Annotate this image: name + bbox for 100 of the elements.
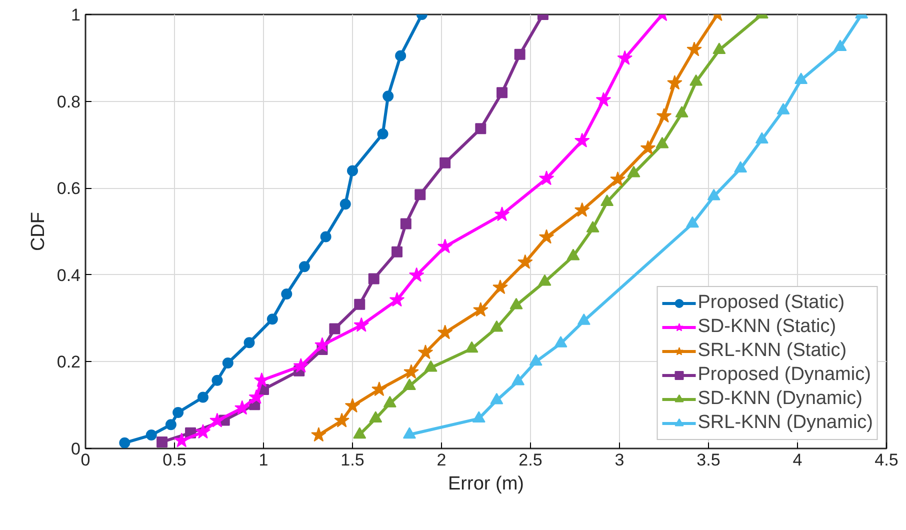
point [473, 302, 488, 317]
x-tick-label: 0.5 [162, 450, 186, 470]
point [340, 198, 351, 210]
point [794, 72, 808, 84]
point [400, 218, 412, 230]
point [574, 132, 590, 148]
point [222, 358, 234, 368]
point [712, 42, 726, 54]
point [686, 216, 699, 228]
point [675, 106, 688, 118]
point [281, 288, 292, 300]
point [496, 87, 508, 98]
point [596, 92, 612, 107]
point [437, 324, 453, 340]
point [734, 161, 748, 173]
x-tick-label: 3.5 [696, 450, 720, 470]
legend-label: Proposed (Static) [698, 291, 845, 315]
point [492, 279, 508, 294]
point [600, 194, 614, 206]
point [354, 298, 366, 310]
point [383, 396, 396, 408]
point [518, 254, 533, 269]
legend-label: SD-KNN (Static) [698, 315, 836, 339]
x-tick-label: 2.5 [518, 450, 542, 470]
point [529, 354, 542, 366]
point [402, 427, 416, 439]
point [372, 381, 387, 396]
point [329, 323, 340, 334]
point [755, 132, 768, 144]
legend-label: SRL-KNN (Dynamic) [698, 411, 873, 435]
point [538, 229, 554, 244]
point [514, 48, 526, 60]
point [248, 389, 264, 404]
point [586, 221, 600, 232]
x-axis-title: Error (m) [448, 474, 524, 494]
x-tick-label: 4.5 [874, 450, 898, 470]
point [212, 374, 223, 386]
x-tick-label: 3 [614, 450, 624, 470]
point [334, 412, 350, 428]
point [174, 432, 190, 448]
point [627, 166, 640, 178]
point [610, 171, 626, 186]
point [465, 341, 478, 353]
point [254, 372, 270, 387]
point [490, 392, 504, 404]
point [656, 108, 672, 123]
point [354, 317, 370, 332]
point [667, 75, 682, 90]
point [402, 378, 416, 390]
point [197, 392, 208, 403]
point [776, 102, 790, 114]
point [574, 202, 590, 217]
point [353, 427, 366, 439]
legend-label: SD-KNN (Dynamic) [698, 387, 862, 411]
y-axis-title: CDF [28, 212, 49, 252]
y-tick-label: 1 [71, 6, 81, 24]
point [566, 248, 580, 260]
point [344, 398, 360, 413]
point [408, 267, 424, 282]
point [165, 419, 176, 430]
point [195, 424, 211, 439]
x-tick-label: 4 [792, 450, 802, 470]
point [347, 165, 358, 176]
y-tick-label: 0.4 [56, 266, 81, 285]
point [834, 40, 847, 52]
point [440, 157, 451, 168]
point [510, 298, 523, 310]
point [617, 50, 632, 65]
x-tick-label: 2 [436, 450, 446, 470]
point [314, 337, 330, 352]
x-tick-label: 1.5 [340, 450, 364, 470]
point [395, 50, 406, 62]
point [418, 344, 434, 360]
y-tick-label: 0.8 [56, 92, 81, 112]
point [424, 360, 438, 372]
point [475, 123, 486, 134]
point [119, 437, 130, 448]
point [686, 42, 702, 56]
point [244, 337, 255, 348]
point [538, 274, 552, 286]
y-tick-label: 0.2 [56, 352, 81, 372]
point [690, 74, 703, 86]
point [577, 313, 590, 325]
point [320, 231, 332, 242]
point [172, 406, 184, 418]
point [156, 436, 168, 448]
point [512, 374, 525, 386]
point [707, 188, 720, 200]
point [437, 238, 453, 254]
point [234, 400, 250, 415]
x-tick-label: 1 [258, 450, 268, 470]
point [494, 206, 510, 222]
point [266, 314, 278, 325]
point [377, 128, 388, 140]
point [369, 411, 382, 423]
point [311, 427, 326, 442]
legend-label: Proposed (Dynamic) [698, 363, 871, 387]
point [640, 140, 656, 155]
point [382, 90, 394, 102]
point [472, 411, 486, 423]
